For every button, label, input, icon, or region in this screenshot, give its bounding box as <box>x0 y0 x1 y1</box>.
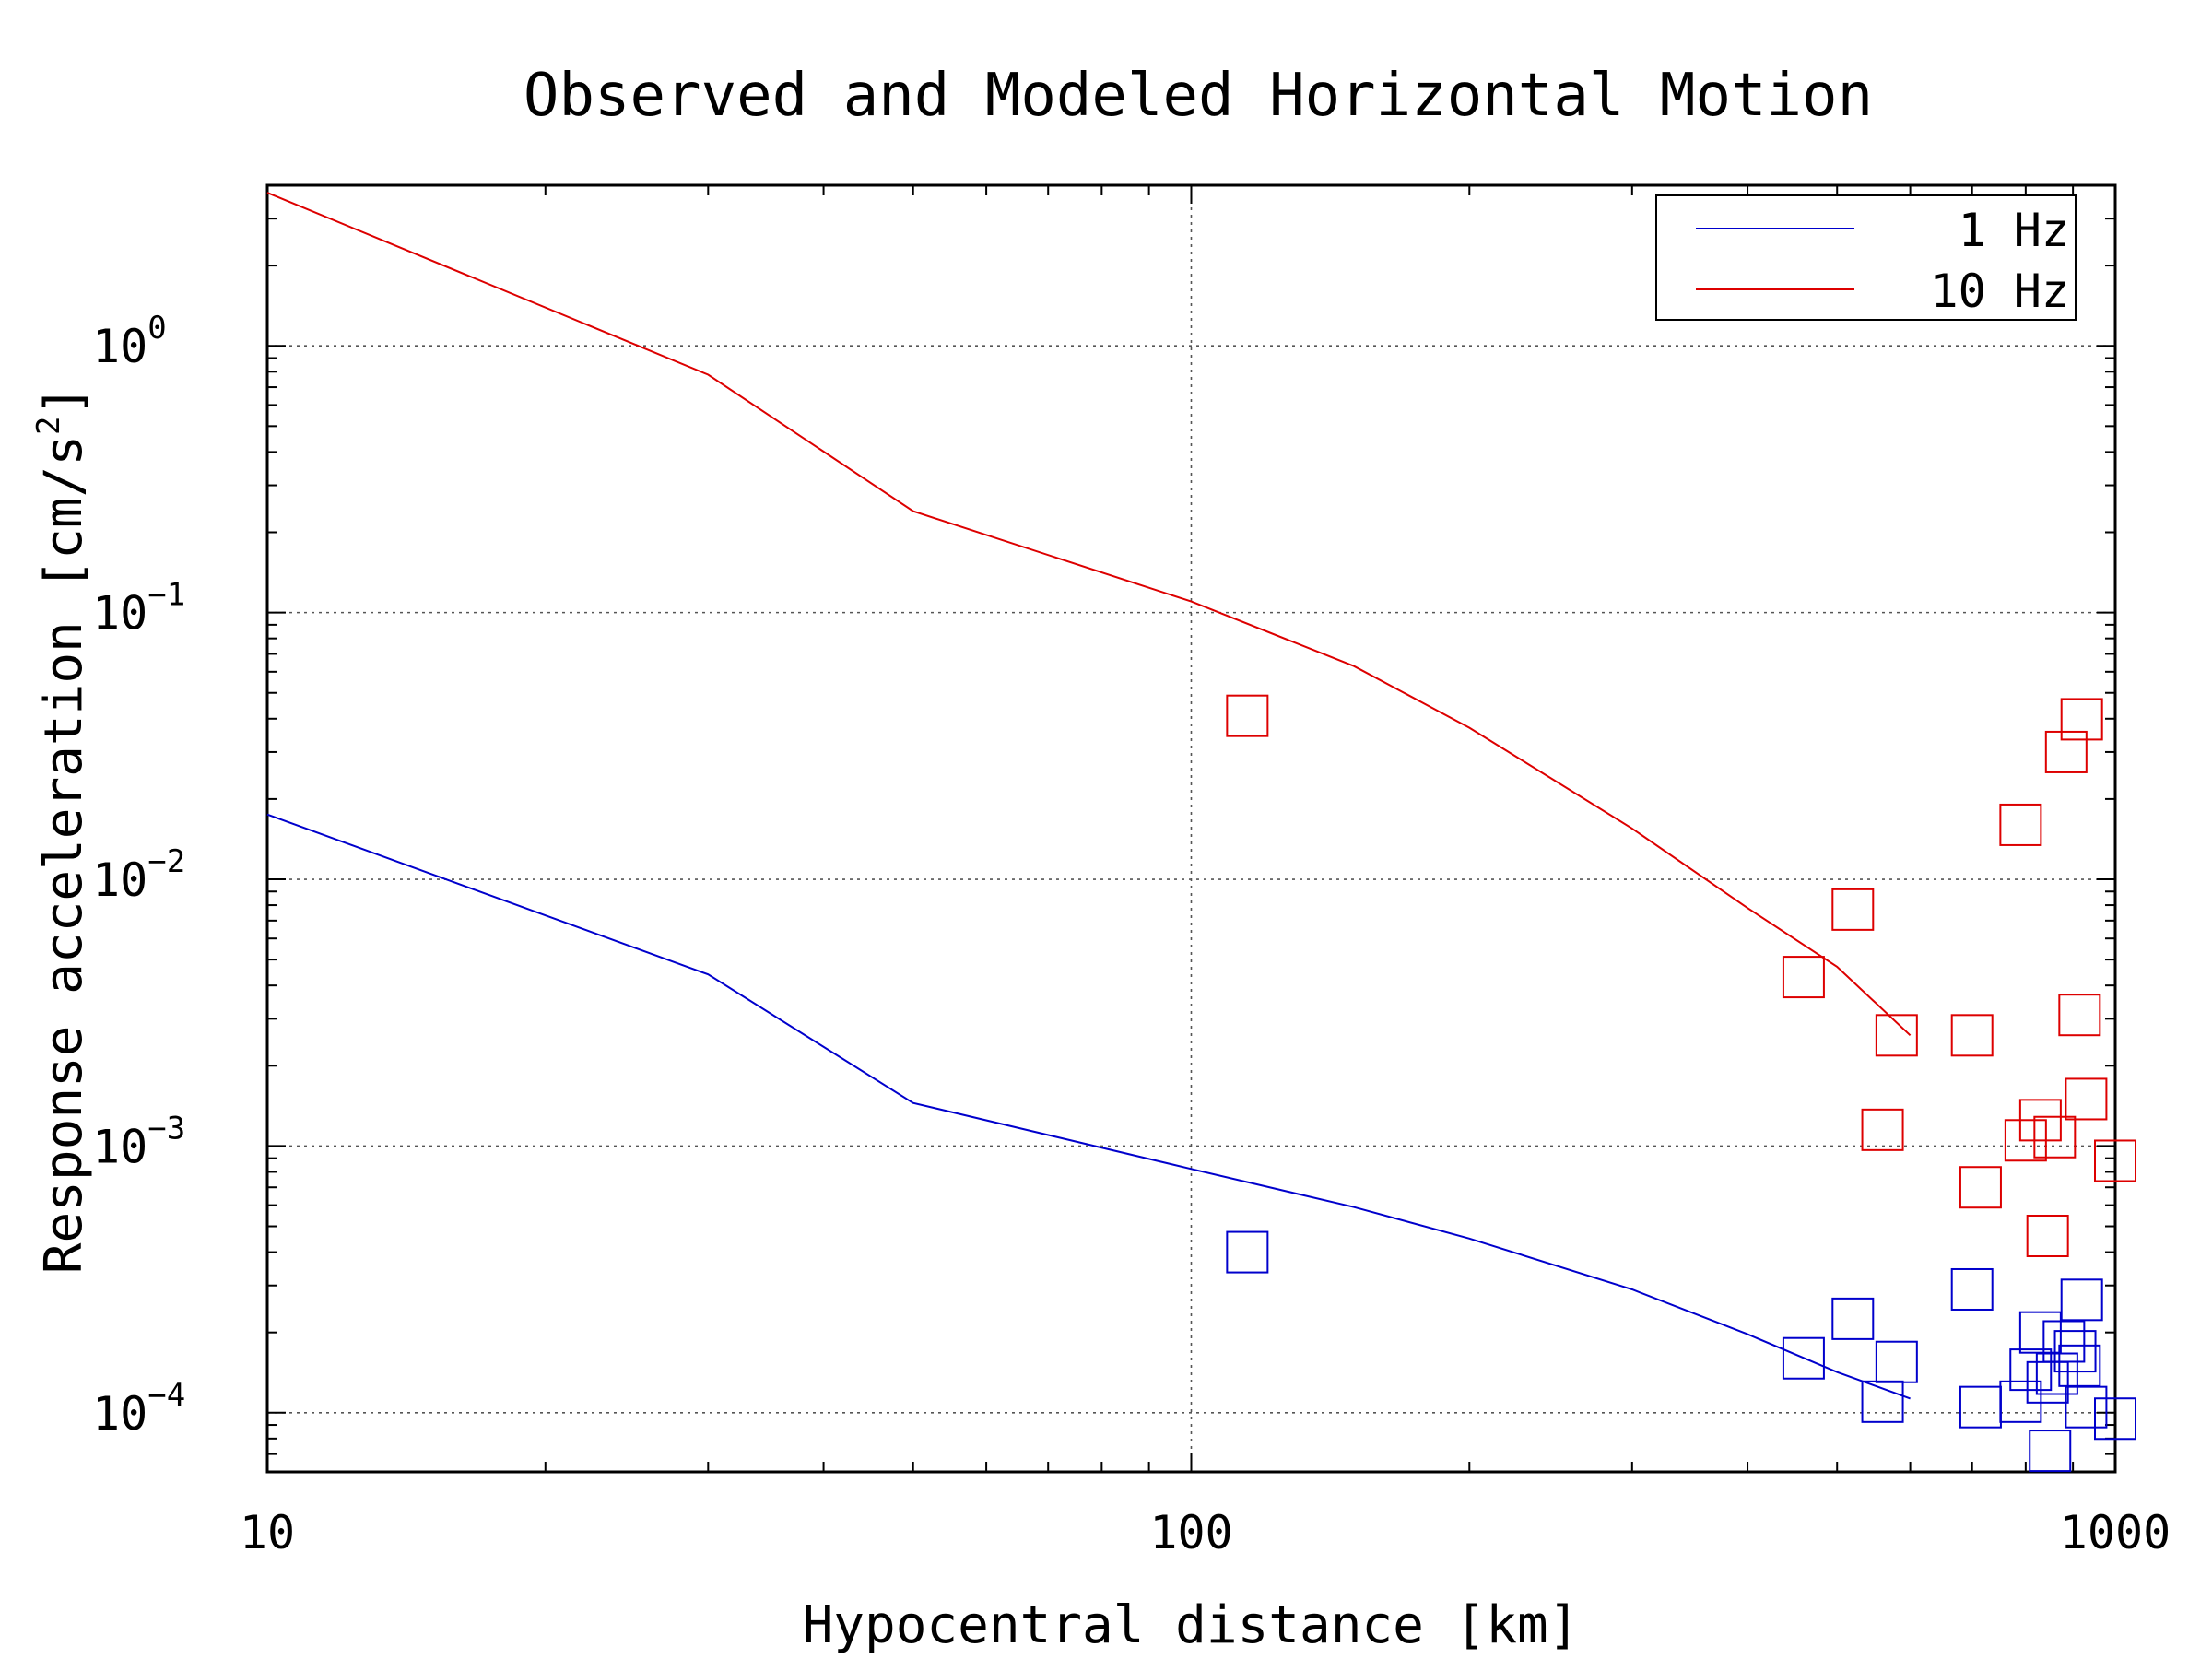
model-line-1hz <box>266 813 1911 1400</box>
10-hz-observed-point <box>2044 730 2088 773</box>
x-axis-label: Hypocentral distance [km] <box>803 1595 1580 1655</box>
1-hz-observed-point <box>1831 1297 1875 1340</box>
10-hz-observed-point <box>2058 994 2101 1037</box>
axis-ticks <box>266 184 2116 1473</box>
10-hz-observed-point <box>2018 1099 2062 1142</box>
1-hz-observed-point <box>2065 1385 2108 1429</box>
grid-lines <box>267 185 2115 1472</box>
y-tick-label: 10−3 <box>92 1110 185 1173</box>
1-hz-observed-point <box>2009 1348 2053 1392</box>
y-axis-label: Response acceleration [cm/s2] <box>30 385 94 1275</box>
1-hz-observed-point <box>1226 1230 1269 1274</box>
y-axis-label-close: ] <box>34 385 94 417</box>
model-line-10hz <box>266 192 1912 1037</box>
1-hz-observed-point <box>1999 1380 2042 1423</box>
1-hz-observed-point <box>1875 1340 1918 1383</box>
legend-label-10hz: 10 Hz <box>1930 265 2069 318</box>
y-tick-labels: 100 10−1 10−2 10−3 10−4 <box>92 310 185 1441</box>
10-hz-observed-point <box>1875 1014 1918 1057</box>
10-hz-observed-point <box>2094 1139 2136 1182</box>
x-tick-label: 100 <box>1149 1506 1232 1559</box>
legend-label-1hz: 1 Hz <box>1959 204 2069 257</box>
1-hz-observed-point <box>2035 1352 2078 1395</box>
legend-box <box>1655 194 2077 321</box>
1-hz-observed-point <box>2053 1330 2097 1373</box>
plot-frame <box>265 183 2117 1474</box>
legend: 1 Hz 10 Hz <box>1655 194 2077 321</box>
y-axis-label-superscript: 2 <box>30 416 67 434</box>
y-axis-label-text: Response acceleration [cm/s <box>34 435 94 1274</box>
y-tick-label: 10−4 <box>92 1377 185 1441</box>
y-tick-label: 100 <box>92 310 167 373</box>
1-hz-observed-point <box>2042 1320 2086 1363</box>
chart-title: Observed and Modeled Horizontal Motion <box>524 62 1873 130</box>
1-hz-observed-point <box>1782 1336 1825 1380</box>
10-hz-observed-point <box>2033 1115 2077 1159</box>
x-tick-label: 1000 <box>2060 1506 2171 1559</box>
10-hz-observed-point <box>1950 1014 1994 1057</box>
1-hz-observed-point <box>2094 1397 2136 1441</box>
1-hz-observed-point <box>1950 1267 1994 1311</box>
10-hz-observed-point <box>1861 1108 1904 1151</box>
10-hz-observed-point <box>1782 956 1825 999</box>
x-tick-label: 10 <box>240 1506 295 1559</box>
10-hz-observed-point <box>1226 694 1269 737</box>
model-lines <box>266 192 1912 1400</box>
10-hz-observed-point <box>1999 803 2042 846</box>
1-hz-observed-point <box>2060 1278 2103 1322</box>
10-hz-observed-point <box>2065 1077 2108 1121</box>
1-hz-observed-point <box>2029 1430 2072 1473</box>
y-tick-label: 10−2 <box>92 843 185 907</box>
10-hz-observed-point <box>2026 1215 2069 1258</box>
10-hz-observed-point <box>2060 698 2103 741</box>
observed-points <box>1226 694 2136 1473</box>
10-hz-observed-point <box>1831 888 1875 931</box>
y-tick-label: 10−1 <box>92 577 185 641</box>
10-hz-observed-point <box>1959 1166 2002 1209</box>
x-tick-labels: 10 100 1000 <box>240 1506 2171 1559</box>
